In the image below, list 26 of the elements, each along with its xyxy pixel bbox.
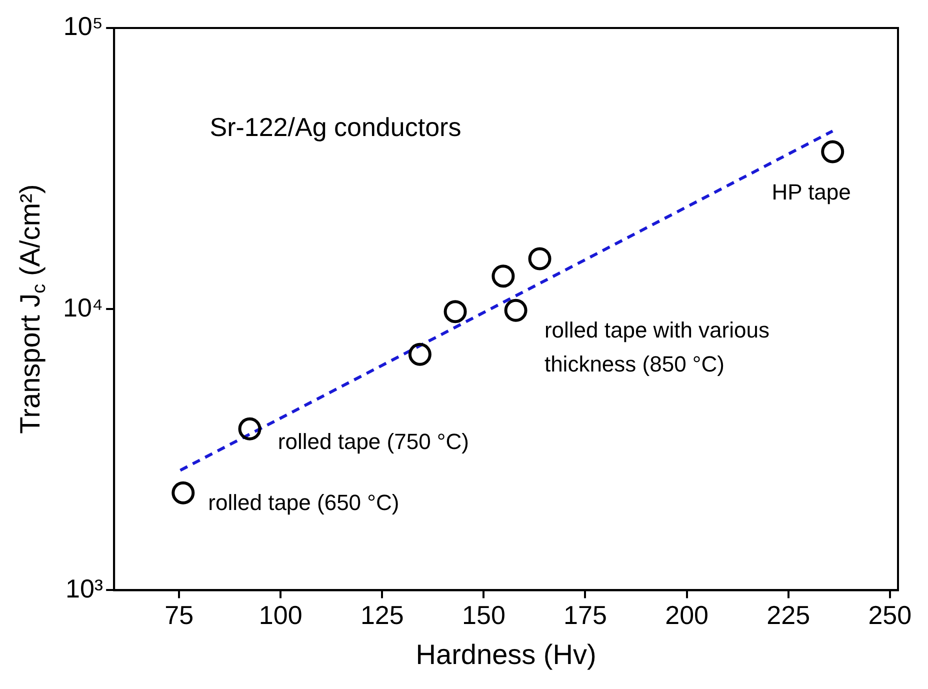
annotation: rolled tape (650 °C): [208, 490, 400, 516]
annotation: HP tape: [772, 179, 851, 204]
x-tick-label: 150: [462, 600, 506, 630]
y-tick-label: 10³: [66, 573, 104, 604]
point: [238, 417, 262, 440]
y-tick-label: 10⁵: [63, 11, 104, 42]
x-tick-label: 100: [258, 600, 302, 630]
y-axis-title: Transport Jc (A/cm²): [14, 184, 50, 434]
x-tick-label: 175: [564, 600, 607, 630]
point: [821, 140, 844, 164]
x-tick-label: 225: [766, 600, 810, 630]
x-tick-label: 200: [665, 600, 708, 630]
y-tick-label: 10⁴: [63, 292, 104, 322]
point: [408, 342, 432, 366]
x-tick-label: 250: [868, 600, 912, 630]
point: [172, 481, 195, 504]
point: [504, 298, 528, 322]
x-axis-title: Hardness (Hv): [416, 638, 596, 670]
point: [444, 300, 467, 324]
x-tick-label: 75: [164, 600, 194, 630]
annotation: rolled tape (750 °C): [278, 428, 469, 454]
x-tick-label: 125: [360, 600, 404, 630]
annotation: rolled tape with various thickness (850 °C): [544, 318, 770, 377]
annotation: Sr-122/Ag conductors: [210, 112, 462, 142]
point: [528, 247, 552, 270]
point: [492, 264, 515, 288]
